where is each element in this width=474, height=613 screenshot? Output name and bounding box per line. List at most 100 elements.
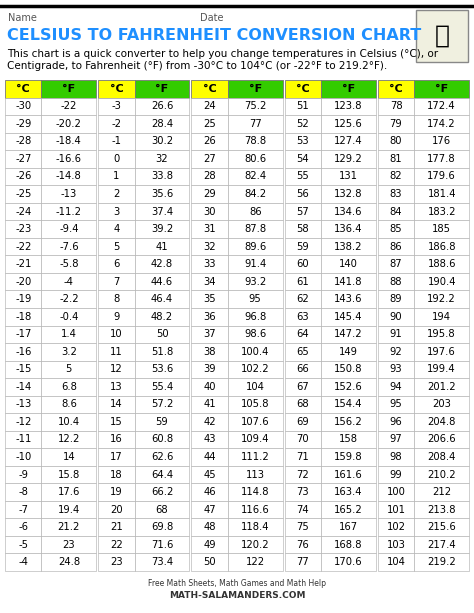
Text: 111.2: 111.2 — [241, 452, 270, 462]
Text: 21.2: 21.2 — [58, 522, 80, 532]
Bar — [321, 326, 376, 343]
Bar — [414, 466, 469, 483]
Bar — [98, 431, 135, 448]
Text: 2: 2 — [113, 189, 119, 199]
Bar — [191, 97, 228, 115]
Bar — [378, 132, 414, 150]
Text: -5.8: -5.8 — [59, 259, 79, 269]
Text: 4: 4 — [113, 224, 119, 234]
Text: 25: 25 — [203, 119, 216, 129]
Text: -0.4: -0.4 — [59, 312, 79, 322]
Text: 84.2: 84.2 — [244, 189, 266, 199]
Bar — [321, 448, 376, 466]
Text: 57: 57 — [296, 207, 309, 216]
Bar — [5, 536, 42, 554]
Text: 100.4: 100.4 — [241, 347, 269, 357]
Text: 85: 85 — [390, 224, 402, 234]
Text: 12.2: 12.2 — [58, 435, 80, 444]
Bar — [284, 185, 321, 203]
Text: -1: -1 — [111, 136, 121, 147]
Bar — [42, 378, 96, 395]
Text: 87: 87 — [390, 259, 402, 269]
Bar — [135, 466, 190, 483]
Text: 20: 20 — [110, 504, 123, 515]
Text: 46.4: 46.4 — [151, 294, 173, 304]
Text: 50: 50 — [156, 329, 168, 339]
Bar — [135, 360, 190, 378]
Bar — [42, 554, 96, 571]
Bar — [284, 220, 321, 238]
Bar — [135, 536, 190, 554]
Bar — [5, 273, 42, 291]
Text: 34: 34 — [203, 276, 216, 287]
Text: 98.6: 98.6 — [244, 329, 266, 339]
Text: 140: 140 — [339, 259, 358, 269]
Text: MATH-SALAMANDERS.COM: MATH-SALAMANDERS.COM — [169, 590, 305, 600]
Text: °C: °C — [17, 84, 30, 94]
Bar — [378, 238, 414, 256]
Bar — [321, 97, 376, 115]
Bar — [191, 168, 228, 185]
Bar — [135, 308, 190, 326]
Text: 131: 131 — [339, 172, 358, 181]
Text: 73.4: 73.4 — [151, 557, 173, 567]
Text: 170.6: 170.6 — [334, 557, 363, 567]
Bar — [98, 132, 135, 150]
Bar — [191, 308, 228, 326]
Text: 11: 11 — [110, 347, 123, 357]
Bar — [191, 203, 228, 220]
Bar — [321, 360, 376, 378]
Text: -24: -24 — [15, 207, 31, 216]
Text: 93: 93 — [390, 364, 402, 375]
Bar — [135, 115, 190, 132]
Bar — [135, 203, 190, 220]
Bar — [378, 203, 414, 220]
Text: CELSIUS TO FAHRENHEIT CONVERSION CHART: CELSIUS TO FAHRENHEIT CONVERSION CHART — [7, 28, 421, 44]
Text: 107.6: 107.6 — [241, 417, 270, 427]
Text: -16: -16 — [15, 347, 31, 357]
Bar — [284, 483, 321, 501]
Text: 80: 80 — [390, 136, 402, 147]
Text: 68: 68 — [297, 400, 309, 409]
Bar — [98, 97, 135, 115]
Text: 67: 67 — [296, 382, 309, 392]
Bar — [5, 132, 42, 150]
Bar — [228, 97, 283, 115]
Text: 24.8: 24.8 — [58, 557, 80, 567]
Bar — [284, 378, 321, 395]
Bar — [228, 413, 283, 431]
Bar — [228, 501, 283, 519]
Bar — [284, 273, 321, 291]
Text: 150.8: 150.8 — [334, 364, 363, 375]
Bar — [414, 501, 469, 519]
Text: -10: -10 — [15, 452, 31, 462]
Text: 215.6: 215.6 — [427, 522, 456, 532]
Text: 33: 33 — [203, 259, 216, 269]
Text: 156.2: 156.2 — [334, 417, 363, 427]
Text: Free Math Sheets, Math Games and Math Help: Free Math Sheets, Math Games and Math He… — [148, 579, 326, 587]
Bar — [378, 466, 414, 483]
Text: 88: 88 — [390, 276, 402, 287]
Bar — [414, 378, 469, 395]
Text: 32: 32 — [203, 242, 216, 251]
Text: 103: 103 — [387, 539, 405, 550]
Text: 82.4: 82.4 — [244, 172, 266, 181]
Text: 39.2: 39.2 — [151, 224, 173, 234]
Bar — [228, 273, 283, 291]
Bar — [321, 220, 376, 238]
Text: 84: 84 — [390, 207, 402, 216]
Bar — [5, 80, 42, 97]
Bar — [42, 97, 96, 115]
Text: 79: 79 — [390, 119, 402, 129]
Text: -27: -27 — [15, 154, 31, 164]
Bar — [5, 291, 42, 308]
Text: 147.2: 147.2 — [334, 329, 363, 339]
Text: 44.6: 44.6 — [151, 276, 173, 287]
Text: 194: 194 — [432, 312, 451, 322]
Bar — [98, 343, 135, 360]
Text: -3: -3 — [111, 101, 121, 112]
Text: 71: 71 — [296, 452, 309, 462]
Bar — [378, 291, 414, 308]
Bar — [42, 203, 96, 220]
Text: °C: °C — [109, 84, 123, 94]
